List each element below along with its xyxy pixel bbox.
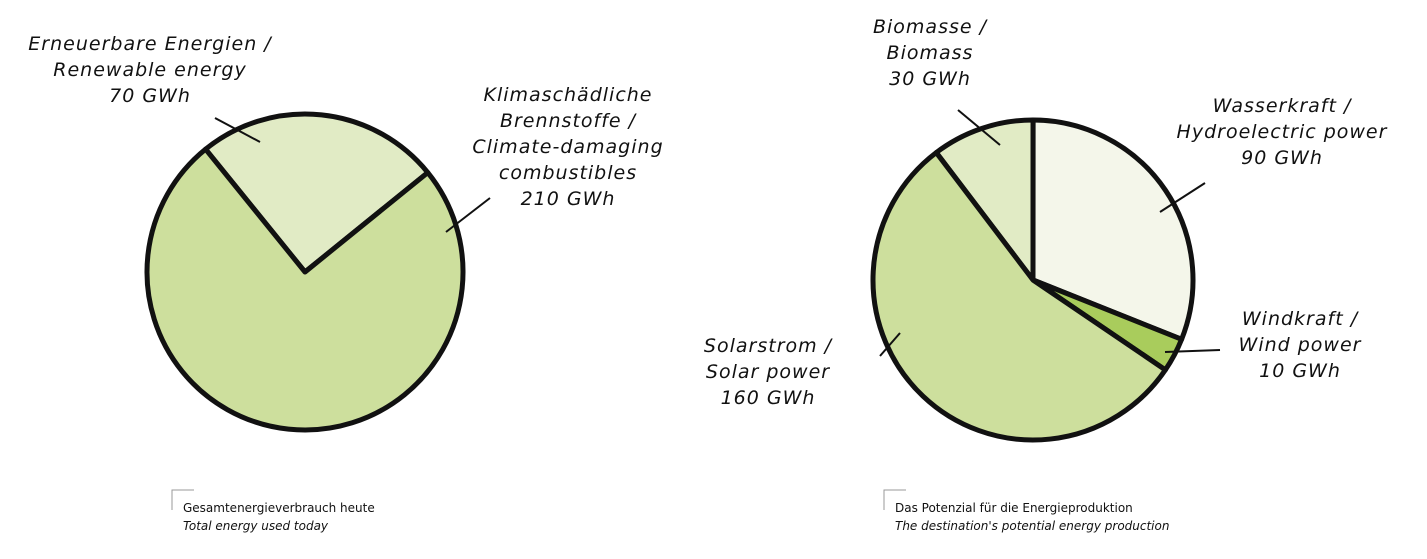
- caption-corner: [883, 489, 906, 510]
- value-label: 90 GWh: [1241, 147, 1323, 169]
- value-label: 210 GWh: [521, 188, 616, 210]
- pie-slice: [144, 146, 466, 433]
- slice-label: Wasserkraft /: [1213, 95, 1353, 117]
- caption-en: Total energy used today: [183, 519, 329, 533]
- value-label: 10 GWh: [1259, 360, 1341, 382]
- caption: Das Potenzial für die Energieproduktion: [895, 501, 1133, 515]
- leader-line: [214, 117, 261, 143]
- slice-label: Biomasse /: [873, 16, 989, 38]
- slice-label: Renewable energy: [53, 59, 246, 81]
- slice-label: Wind power: [1239, 334, 1362, 356]
- slice-label: Hydroelectric power: [1177, 121, 1388, 143]
- caption: Gesamtenergieverbrauch heute: [183, 501, 375, 515]
- slice-label: Klimaschädliche: [484, 84, 653, 106]
- slice-label: Erneuerbare Energien /: [28, 33, 273, 55]
- slice-label: Biomass: [887, 42, 974, 64]
- leader-line: [957, 109, 1001, 146]
- caption-en: The destination's potential energy produ…: [895, 519, 1169, 533]
- slice-label: Brennstoffe /: [500, 110, 638, 132]
- leader-line: [1164, 349, 1221, 353]
- slice-label: Windkraft /: [1242, 308, 1360, 330]
- slice-label: Solarstrom /: [704, 335, 834, 357]
- slice-label: combustibles: [499, 162, 637, 184]
- leader-line: [879, 332, 901, 357]
- caption-corner: [171, 489, 194, 510]
- pie-slice: [870, 150, 1168, 443]
- value-label: 70 GWh: [109, 85, 191, 107]
- pie-slice: [203, 111, 431, 275]
- slice-label: Solar power: [706, 361, 830, 383]
- leader-line: [1159, 182, 1206, 213]
- pie-slice: [1030, 117, 1196, 342]
- slice-label: Climate-damaging: [472, 136, 663, 158]
- value-label: 160 GWh: [721, 387, 816, 409]
- value-label: 30 GWh: [889, 68, 971, 90]
- pie-slice: [933, 117, 1036, 283]
- leader-line: [445, 197, 491, 233]
